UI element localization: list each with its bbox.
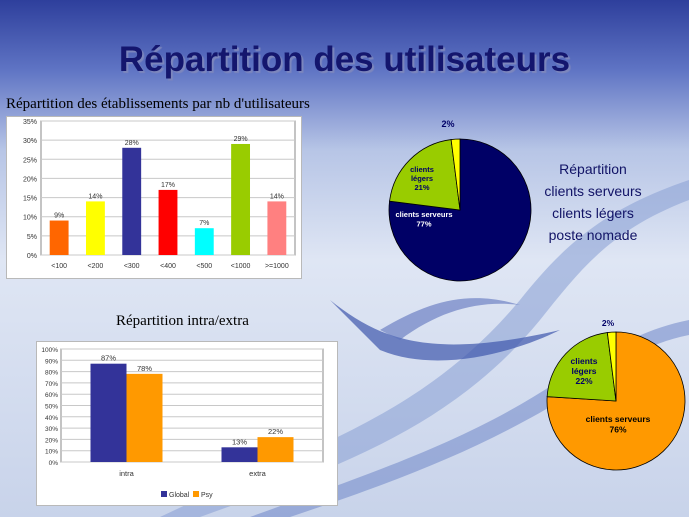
chart1-x-tick-label: <400 [160, 263, 176, 270]
chart1-value-label: 7% [199, 220, 209, 227]
chart2-legend-label: Global [169, 492, 190, 499]
chart2-y-tick-label: 60% [45, 392, 58, 399]
chart2-y-tick-label: 100% [41, 347, 58, 354]
pie-slice-label: clients [571, 356, 598, 366]
chart2-y-tick-label: 70% [45, 381, 58, 388]
chart1-svg: 0% 5% 10% 15% 20% 25% 30% 35% 9% <100 14% <200 28% <3… [23, 119, 296, 270]
pie-slice-label: clients serveurs [395, 210, 452, 219]
chart2-y-tick-label: 30% [45, 426, 58, 433]
pie-slice-value: 2% [602, 318, 615, 328]
pie-slice [450, 138, 461, 211]
chart2-bar [257, 437, 294, 462]
chart2-bar [221, 447, 258, 462]
chart1-y-tick-label: 30% [23, 138, 37, 145]
chart2-value-label: 22% [268, 427, 283, 436]
pie-legend: Répartition clients serveurs clients lég… [528, 158, 658, 246]
chart2-legend-swatch [193, 491, 199, 497]
chart1-value-label: 14% [270, 193, 284, 200]
chart1-y-tick-label: 5% [27, 234, 37, 241]
pie-slice [389, 139, 461, 211]
chart1-x-tick-label: <100 [51, 263, 67, 270]
slide-title: Répartition des utilisateurs [118, 40, 571, 79]
pie-legend-line: poste nomade [548, 227, 638, 243]
pie-legend-line: clients serveurs [544, 183, 642, 199]
chart2-y-tick-label: 20% [45, 437, 58, 444]
chart1-x-tick-label: >=1000 [265, 263, 289, 270]
pie-slice-label: légers [411, 174, 433, 183]
chart2-y-tick-label: 0% [49, 460, 59, 467]
chart2-y-tick-label: 10% [45, 449, 58, 456]
chart1-y-tick-label: 15% [23, 196, 37, 203]
chart1-y-tick-label: 20% [23, 176, 37, 183]
chart2-legend-swatch [161, 491, 167, 497]
chart2-value-label: 87% [101, 354, 116, 363]
chart1-value-label: 29% [234, 136, 248, 143]
chart2-y-tick-label: 50% [45, 404, 58, 411]
chart2-value-label: 13% [232, 437, 247, 446]
pie-slice [606, 331, 617, 402]
pie-slice-value: 22% [575, 376, 592, 386]
chart2-y-tick-label: 40% [45, 415, 58, 422]
chart1-value-label: 28% [125, 140, 139, 147]
chart1-value-label: 9% [54, 213, 64, 220]
chart1-bar [194, 228, 214, 255]
chart2-x-tick-label: extra [249, 469, 267, 478]
chart1-panel: 0% 5% 10% 15% 20% 25% 30% 35% 9% <100 14% <200 28% <3… [6, 116, 302, 279]
chart1-bar [158, 189, 178, 255]
chart1-y-tick-label: 0% [27, 253, 37, 260]
chart1-value-label: 17% [161, 182, 175, 189]
chart1-x-tick-label: <200 [88, 263, 104, 270]
chart1-bar [122, 147, 142, 255]
pie-slice-label: légers [571, 366, 596, 376]
chart2-y-tick-label: 80% [45, 370, 58, 377]
pie-legend-line: Répartition [559, 161, 627, 177]
chart1-x-tick-label: <500 [196, 263, 212, 270]
pie-slice-label: clients serveurs [586, 414, 651, 424]
chart1-value-label: 14% [88, 193, 102, 200]
pie-slice-label: clients [410, 165, 434, 174]
chart1-y-tick-label: 35% [23, 119, 37, 126]
chart1-x-tick-label: <1000 [231, 263, 251, 270]
pie-slice [546, 332, 617, 402]
chart2-bar [126, 373, 163, 462]
chart1-y-tick-label: 25% [23, 157, 37, 164]
chart1-bar [231, 143, 251, 255]
chart1-bar [49, 220, 69, 255]
chart2-bar [90, 363, 127, 462]
chart2-y-tick-label: 90% [45, 358, 58, 365]
chart1-y-tick-label: 10% [23, 215, 37, 222]
chart1-bar [85, 201, 105, 255]
pie-slice-value: 21% [414, 183, 429, 192]
pie-slice-value: 76% [609, 425, 626, 435]
chart2-panel: 0% 10% 20% 30% 40% 50% 60% 70% 80% 90% 100% 87% 78% i… [36, 341, 338, 506]
chart1-bar [267, 201, 287, 255]
pie-slice-value: 2% [441, 119, 454, 129]
chart2-x-tick-label: intra [119, 469, 134, 478]
chart2-legend-label: Psy [201, 492, 213, 499]
chart2-value-label: 78% [137, 364, 152, 373]
chart1-x-tick-label: <300 [124, 263, 140, 270]
chart1-title: Répartition des établissements par nb d'… [6, 96, 310, 112]
chart2-title: Répartition intra/extra [116, 313, 249, 329]
pie-legend-line: clients légers [552, 205, 634, 221]
chart2-svg: 0% 10% 20% 30% 40% 50% 60% 70% 80% 90% 100% 87% 78% i… [41, 347, 324, 499]
pie-slice-value: 77% [416, 220, 431, 229]
